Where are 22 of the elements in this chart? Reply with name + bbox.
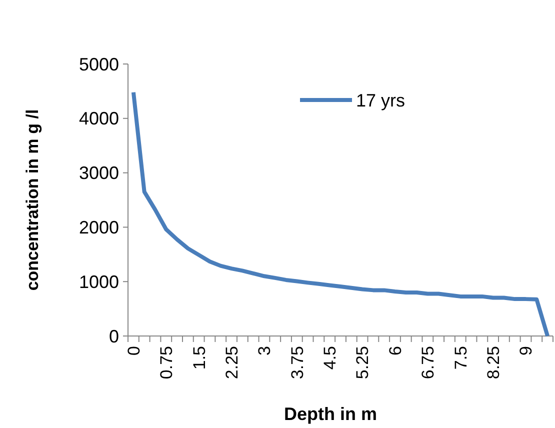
x-tick-label: 5.25 xyxy=(353,346,372,380)
y-tick-label: 4000 xyxy=(78,108,119,129)
x-tick-label: 6 xyxy=(386,346,405,356)
x-tick-label: 0 xyxy=(124,346,144,356)
y-axis-title: concentration in m g /l xyxy=(23,109,42,291)
x-tick-label: 0.75 xyxy=(157,346,176,380)
y-tick-label: 5000 xyxy=(78,54,119,74)
y-tick-label: 2000 xyxy=(78,218,119,238)
x-tick-label: 7.5 xyxy=(451,346,470,370)
y-tick-label: 3000 xyxy=(78,163,119,184)
legend-label: 17 yrs xyxy=(356,90,406,110)
x-tick-label: 4.5 xyxy=(320,346,340,370)
x-tick-label: 9 xyxy=(516,346,536,356)
x-tick-label: 3 xyxy=(255,346,274,356)
x-tick-label: 2.25 xyxy=(222,346,242,380)
y-tick-label: 1000 xyxy=(78,272,119,292)
x-tick-label: 3.75 xyxy=(288,346,307,380)
x-axis-title: Depth in m xyxy=(284,404,377,424)
x-tick-label: 1.5 xyxy=(190,346,209,370)
x-tick-label: 6.75 xyxy=(418,346,438,380)
line-series xyxy=(131,90,550,338)
x-tick-label: 8.25 xyxy=(484,346,504,380)
